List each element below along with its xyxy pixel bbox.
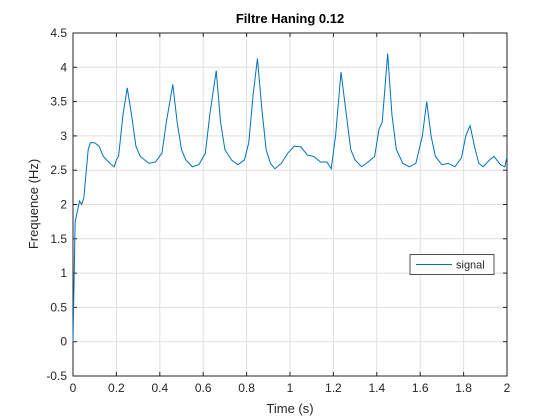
x-tick-label: 0.4 xyxy=(151,381,168,395)
y-axis-label: Frequence (Hz) xyxy=(26,159,41,249)
x-tick-label: 0.6 xyxy=(195,381,212,395)
x-tick-label: 1.6 xyxy=(412,381,429,395)
legend-label: signal xyxy=(456,260,485,272)
x-tick-label: 1.2 xyxy=(325,381,342,395)
x-axis-label: Time (s) xyxy=(266,401,313,416)
x-tick-label: 2 xyxy=(504,381,511,395)
y-tick-label: 4 xyxy=(60,60,67,74)
y-tick-label: 3 xyxy=(60,129,67,143)
x-tick-label: 0.2 xyxy=(108,381,125,395)
x-tick-label: 1.4 xyxy=(368,381,385,395)
y-tick-label: 1.5 xyxy=(50,232,67,246)
y-tick-label: 4.5 xyxy=(50,26,67,40)
y-tick-label: -0.5 xyxy=(46,369,67,383)
data-line xyxy=(72,53,508,342)
y-tick-label: 2 xyxy=(60,198,67,212)
axes-box xyxy=(72,32,508,377)
y-tick-label: 0.5 xyxy=(50,300,67,314)
y-tick-label: 2.5 xyxy=(50,163,67,177)
y-tick-label: 1 xyxy=(60,266,67,280)
x-tick-label: 1 xyxy=(287,381,294,395)
x-tick-label: 0.8 xyxy=(238,381,255,395)
y-tick-label: 3.5 xyxy=(50,95,67,109)
x-tick-label: 0 xyxy=(70,381,77,395)
chart-title: Filtre Haning 0.12 xyxy=(236,11,344,26)
y-tick-label: 0 xyxy=(60,335,67,349)
x-tick-label: 1.8 xyxy=(455,381,472,395)
